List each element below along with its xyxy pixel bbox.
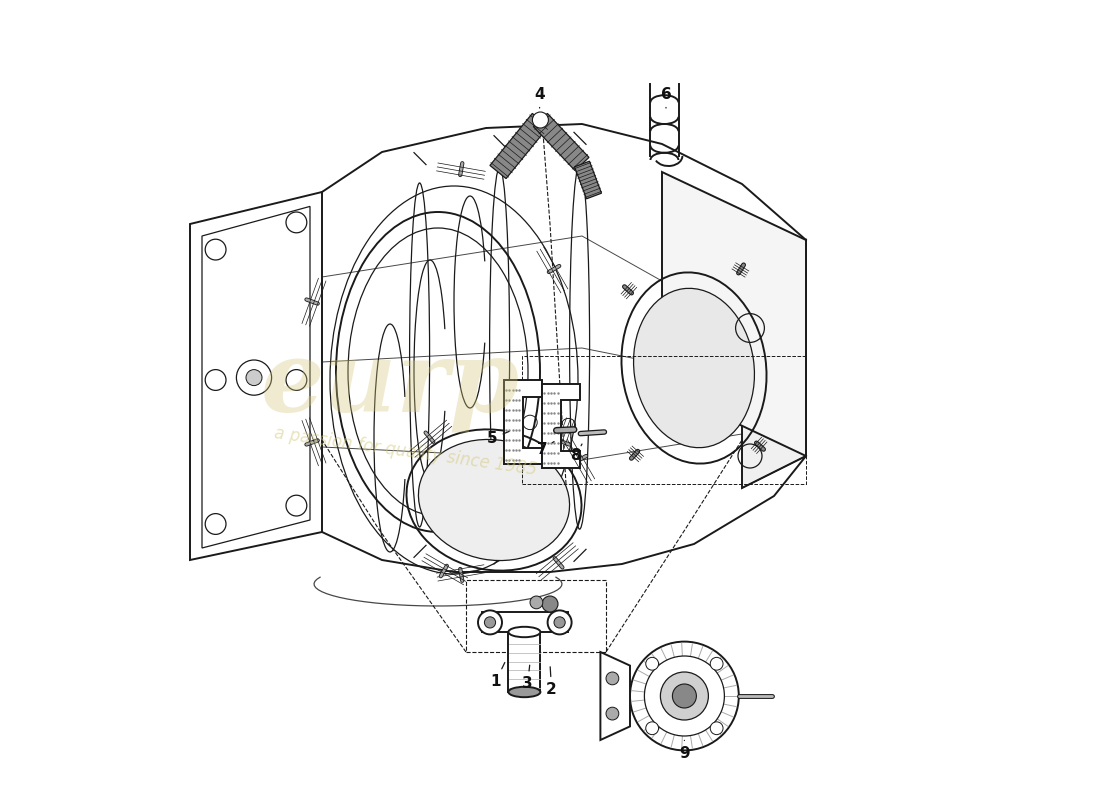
Circle shape — [711, 658, 723, 670]
Text: 3: 3 — [522, 665, 532, 691]
Polygon shape — [190, 192, 322, 560]
Polygon shape — [508, 632, 540, 692]
Text: 4: 4 — [535, 87, 544, 108]
Circle shape — [246, 370, 262, 386]
Text: 8: 8 — [570, 444, 582, 463]
Polygon shape — [542, 383, 581, 467]
Text: 2: 2 — [547, 666, 557, 697]
Ellipse shape — [418, 439, 570, 561]
Circle shape — [646, 658, 659, 670]
Polygon shape — [202, 206, 310, 548]
Circle shape — [606, 672, 619, 685]
Circle shape — [236, 360, 272, 395]
Text: eurp: eurp — [261, 336, 519, 432]
Circle shape — [484, 617, 496, 628]
Circle shape — [532, 112, 549, 128]
Circle shape — [672, 684, 696, 708]
Text: 1: 1 — [491, 662, 505, 689]
Circle shape — [660, 672, 708, 720]
Polygon shape — [574, 161, 602, 199]
Text: 7: 7 — [537, 442, 554, 457]
Polygon shape — [534, 114, 588, 170]
Circle shape — [548, 610, 572, 634]
Polygon shape — [742, 240, 806, 488]
Text: 9: 9 — [679, 740, 690, 761]
Text: 6: 6 — [661, 87, 671, 108]
Ellipse shape — [508, 627, 540, 637]
Circle shape — [478, 610, 502, 634]
Polygon shape — [482, 612, 568, 632]
Text: 5: 5 — [487, 431, 509, 446]
Circle shape — [530, 596, 542, 609]
Circle shape — [711, 722, 723, 734]
Polygon shape — [662, 172, 806, 456]
Circle shape — [645, 656, 725, 736]
Circle shape — [542, 596, 558, 612]
Circle shape — [630, 642, 739, 750]
Polygon shape — [601, 652, 630, 740]
Ellipse shape — [508, 686, 540, 697]
Polygon shape — [504, 381, 542, 464]
Ellipse shape — [634, 288, 755, 448]
Polygon shape — [490, 114, 549, 178]
Circle shape — [646, 722, 659, 734]
Text: a passion for quality since 1985: a passion for quality since 1985 — [274, 425, 539, 479]
Circle shape — [606, 707, 619, 720]
Circle shape — [554, 617, 565, 628]
